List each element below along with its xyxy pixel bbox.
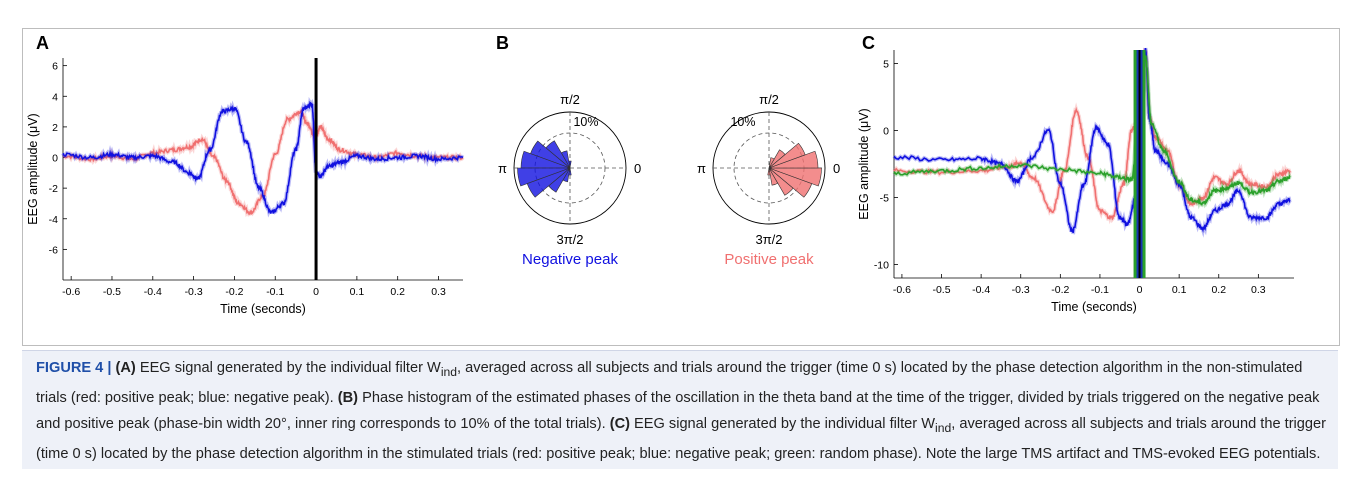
panel-c-xtick-label: 0 <box>1137 284 1143 296</box>
panel-c-xtick-label: 0.2 <box>1211 284 1226 296</box>
panel-label-b: B <box>496 33 509 53</box>
panel-b-positive-label-top: π/2 <box>759 92 779 107</box>
panel-c-xtick-label: 0.3 <box>1251 284 1266 296</box>
panel-b-negative-label-bottom: 3π/2 <box>556 232 583 247</box>
caption-part-a-sub: ind <box>440 364 458 379</box>
caption-part-a-post: , averaged across all subjects and trial… <box>36 360 1303 406</box>
panel-a-xtick-label: -0.5 <box>103 286 121 298</box>
panel-a-ytick-label: 2 <box>52 122 58 134</box>
panel-a-xtick-label: -0.2 <box>225 286 243 298</box>
panel-a-ytick-label: -6 <box>49 244 58 256</box>
panel-b-negative-title: Negative peak <box>522 251 618 268</box>
caption-part-c-post: , averaged across all subjects and trial… <box>36 415 1327 462</box>
chart-canvas: -0.6 -0.5 -0.4 -0.3 -0.2 -0.1 0 0.1 0.2 0.3 6 4 2 0 -2… <box>26 47 1294 316</box>
panel-b-positive-title: Positive peak <box>724 251 814 268</box>
panel-a-xtick-label: -0.1 <box>266 286 284 298</box>
panel-c-ytick-label: -5 <box>880 193 889 205</box>
caption-part-a-label: (A) <box>115 360 136 376</box>
panel-c-xlabel: Time (seconds) <box>1051 300 1137 314</box>
panel-a-xtick-label: -0.3 <box>185 286 203 298</box>
panel-a-xtick-label: 0 <box>313 286 319 298</box>
panel-a-ytick-label: -4 <box>49 214 58 226</box>
panel-b-positive-bin <box>768 142 806 169</box>
figure-caption: FIGURE 4 | (A) EEG signal generated by t… <box>36 355 1332 467</box>
panel-b-negative-label-left: π <box>498 161 507 176</box>
panel-c-xtick-label: -0.6 <box>893 284 911 296</box>
panel-b-negative-bin <box>548 167 571 193</box>
panel-c-xtick-label: -0.5 <box>932 284 950 296</box>
caption-part-c-pre: EEG signal generated by the individual f… <box>634 415 935 432</box>
panel-a-ytick-label: 6 <box>52 61 58 73</box>
panel-b-negative-ring-label: 10% <box>573 115 598 129</box>
panel-c-xtick-label: -0.1 <box>1091 284 1109 296</box>
panel-a-ytick-label: -2 <box>49 183 58 195</box>
panel-b-positive-label-right: 0 <box>833 161 840 176</box>
panel-b-negative-label-right: 0 <box>634 161 641 176</box>
figure-frame <box>22 28 1340 346</box>
panel-c-xtick-label: 0.1 <box>1172 284 1187 296</box>
panel-c-ytick-label: 0 <box>883 125 889 137</box>
panel-a-series-blue <box>62 100 464 214</box>
panel-b-negative-bin <box>526 167 571 198</box>
panel-label-c: C <box>862 33 875 53</box>
panel-b-negative-bin <box>562 167 571 183</box>
panel-b-positive-label-left: π <box>697 161 706 176</box>
panel-a-xtick-label: 0.2 <box>390 286 405 298</box>
panel-a-xtick-label: 0.1 <box>350 286 365 298</box>
caption-part-a-pre: EEG signal generated by the individual f… <box>139 360 441 376</box>
panel-c-ytick-label: 5 <box>883 58 889 70</box>
panel-b-positive-ring-label: 10% <box>730 115 755 129</box>
panel-a-ylabel: EEG amplitude (μV) <box>26 113 40 224</box>
panel-b-positive-bin <box>768 149 786 169</box>
caption-background <box>22 350 1338 469</box>
panel-a-ytick-label: 4 <box>52 91 58 103</box>
panel-c-series-green <box>893 55 1291 206</box>
panel-a-xtick-label: -0.6 <box>62 286 80 298</box>
caption-part-b-text: Phase histogram of the estimated phases … <box>36 389 1320 432</box>
panel-c-ylabel: EEG amplitude (μV) <box>857 108 871 219</box>
panel-b-negative-bin <box>568 167 572 176</box>
panel-label-a: A <box>36 33 49 53</box>
panel-b-positive-bin <box>768 167 822 187</box>
panel-c-xtick-label: -0.2 <box>1051 284 1069 296</box>
panel-a-xlabel: Time (seconds) <box>220 302 306 316</box>
caption-part-b-label: (B) <box>337 389 359 406</box>
panel-c-xtick-label: -0.4 <box>972 284 990 296</box>
panel-c-ytick-label: -10 <box>874 260 889 272</box>
caption-figure-label: FIGURE 4 | <box>36 360 112 376</box>
panel-a-xtick-label: 0.3 <box>431 286 446 298</box>
panel-b-positive-label-bottom: 3π/2 <box>755 232 782 247</box>
caption-part-c-sub: ind <box>935 420 952 435</box>
panel-a-xtick-label: -0.4 <box>144 286 162 298</box>
caption-part-c-label: (C) <box>609 415 630 432</box>
panel-a-ytick-label: 0 <box>52 153 58 165</box>
panel-c-xtick-label: -0.3 <box>1012 284 1030 296</box>
panel-b-negative-label-top: π/2 <box>560 92 580 107</box>
panel-b-positive-bin <box>768 157 775 169</box>
